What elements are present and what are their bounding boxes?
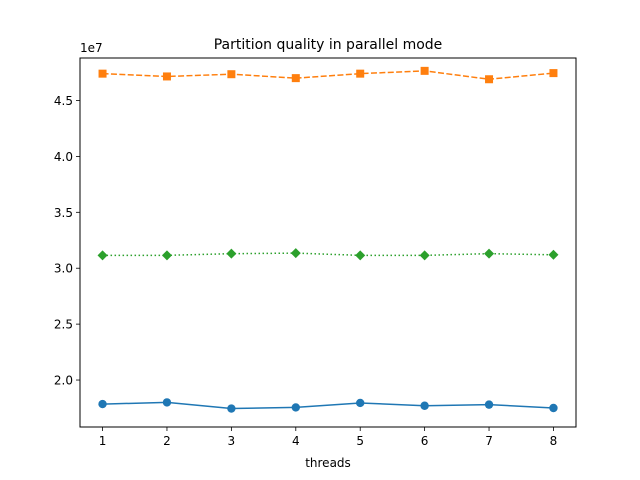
- series-1-point-1: [98, 69, 107, 78]
- series-2-point-8: [548, 249, 559, 260]
- series-1-point-4: [291, 74, 300, 83]
- series-3-point-6: [420, 401, 429, 410]
- x-tick-label-3: 3: [228, 434, 236, 448]
- series-1-point-8: [549, 69, 558, 78]
- plot-background: [80, 58, 576, 427]
- series-3-point-2: [162, 398, 172, 407]
- series-2-point-1: [97, 250, 108, 261]
- x-tick-label-4: 4: [292, 434, 300, 448]
- series-1-point-7: [485, 75, 494, 84]
- series-3-point-4: [291, 403, 300, 412]
- y-offset-label: 1e7: [80, 41, 103, 55]
- series-3-line: [102, 401, 554, 410]
- series-1-point-6: [420, 66, 429, 75]
- series-2-point-4: [290, 248, 301, 259]
- series-2: [97, 248, 559, 261]
- axes-layer: 1 2 3 4 5 6 7 8 2.0 2.5 3.0 3.5 4.0 4.5: [54, 57, 577, 448]
- y-tick-label-2.5: 2.5: [54, 318, 73, 332]
- plot-frame: [79, 57, 577, 428]
- series-1-point-3: [227, 70, 236, 79]
- series-3-point-8: [549, 403, 558, 413]
- series-1-point-5: [356, 69, 365, 78]
- series-2-point-5: [355, 250, 366, 261]
- series-1: [98, 66, 558, 84]
- series-layer: [97, 66, 559, 413]
- x-tick-label-7: 7: [485, 434, 493, 448]
- series-3-point-7: [484, 400, 494, 409]
- series-3-point-1: [98, 399, 107, 409]
- series-2-point-3: [226, 248, 237, 259]
- series-1-point-2: [162, 72, 171, 81]
- x-tick-label-2: 2: [163, 434, 171, 448]
- x-tick-label-6: 6: [421, 434, 429, 448]
- x-axis-label: threads: [305, 456, 351, 470]
- y-tick-label-3.0: 3.0: [54, 262, 73, 276]
- series-2-point-6: [419, 250, 430, 261]
- series-3-point-5: [356, 398, 365, 408]
- x-tick-label-8: 8: [550, 434, 558, 448]
- series-2-point-2: [161, 250, 172, 261]
- y-tick-label-4.5: 4.5: [54, 94, 73, 108]
- y-tick-label-4.0: 4.0: [54, 150, 73, 164]
- series-2-point-7: [484, 248, 495, 259]
- y-tick-label-2.0: 2.0: [54, 374, 73, 388]
- series-3: [98, 398, 558, 413]
- x-tick-label-5: 5: [356, 434, 364, 448]
- chart-title: Partition quality in parallel mode: [214, 37, 443, 53]
- series-2-line: [102, 252, 554, 257]
- series-3-point-3: [227, 404, 236, 413]
- y-tick-label-3.5: 3.5: [54, 206, 73, 220]
- plot-area: [80, 58, 576, 427]
- x-tick-label-1: 1: [99, 434, 107, 448]
